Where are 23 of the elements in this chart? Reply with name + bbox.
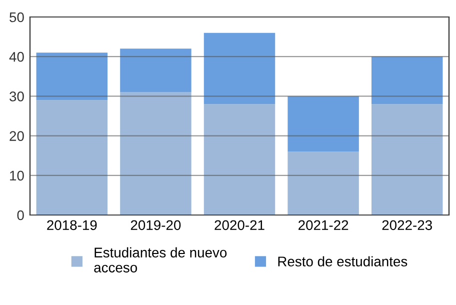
- bar: [120, 92, 192, 215]
- bar: [288, 152, 359, 215]
- y-tick-label: 50: [10, 12, 24, 22]
- bar: [371, 104, 443, 215]
- bar: [288, 96, 359, 152]
- x-tick-label: 2018-19: [47, 220, 97, 230]
- bar: [204, 104, 276, 215]
- bar: [204, 32, 276, 104]
- x-tick-label: 2022-23: [382, 220, 432, 230]
- y-tick-label: 0: [17, 210, 24, 220]
- legend-label: Estudiantes de nuevo acceso: [94, 247, 227, 272]
- y-tick-label: 10: [10, 170, 24, 181]
- y-tick-label: 20: [10, 131, 24, 141]
- bar: [36, 52, 108, 100]
- y-tick-label: 30: [10, 92, 24, 102]
- bar: [120, 48, 192, 92]
- x-tick-label: 2021-22: [298, 220, 348, 230]
- x-tick-label: 2020-21: [214, 220, 264, 230]
- legend-label: Resto de estudiantes: [278, 256, 408, 266]
- bar: [36, 100, 108, 215]
- bar: [371, 56, 443, 104]
- y-tick-label: 40: [9, 52, 24, 62]
- x-tick-label: 2019-20: [130, 220, 181, 230]
